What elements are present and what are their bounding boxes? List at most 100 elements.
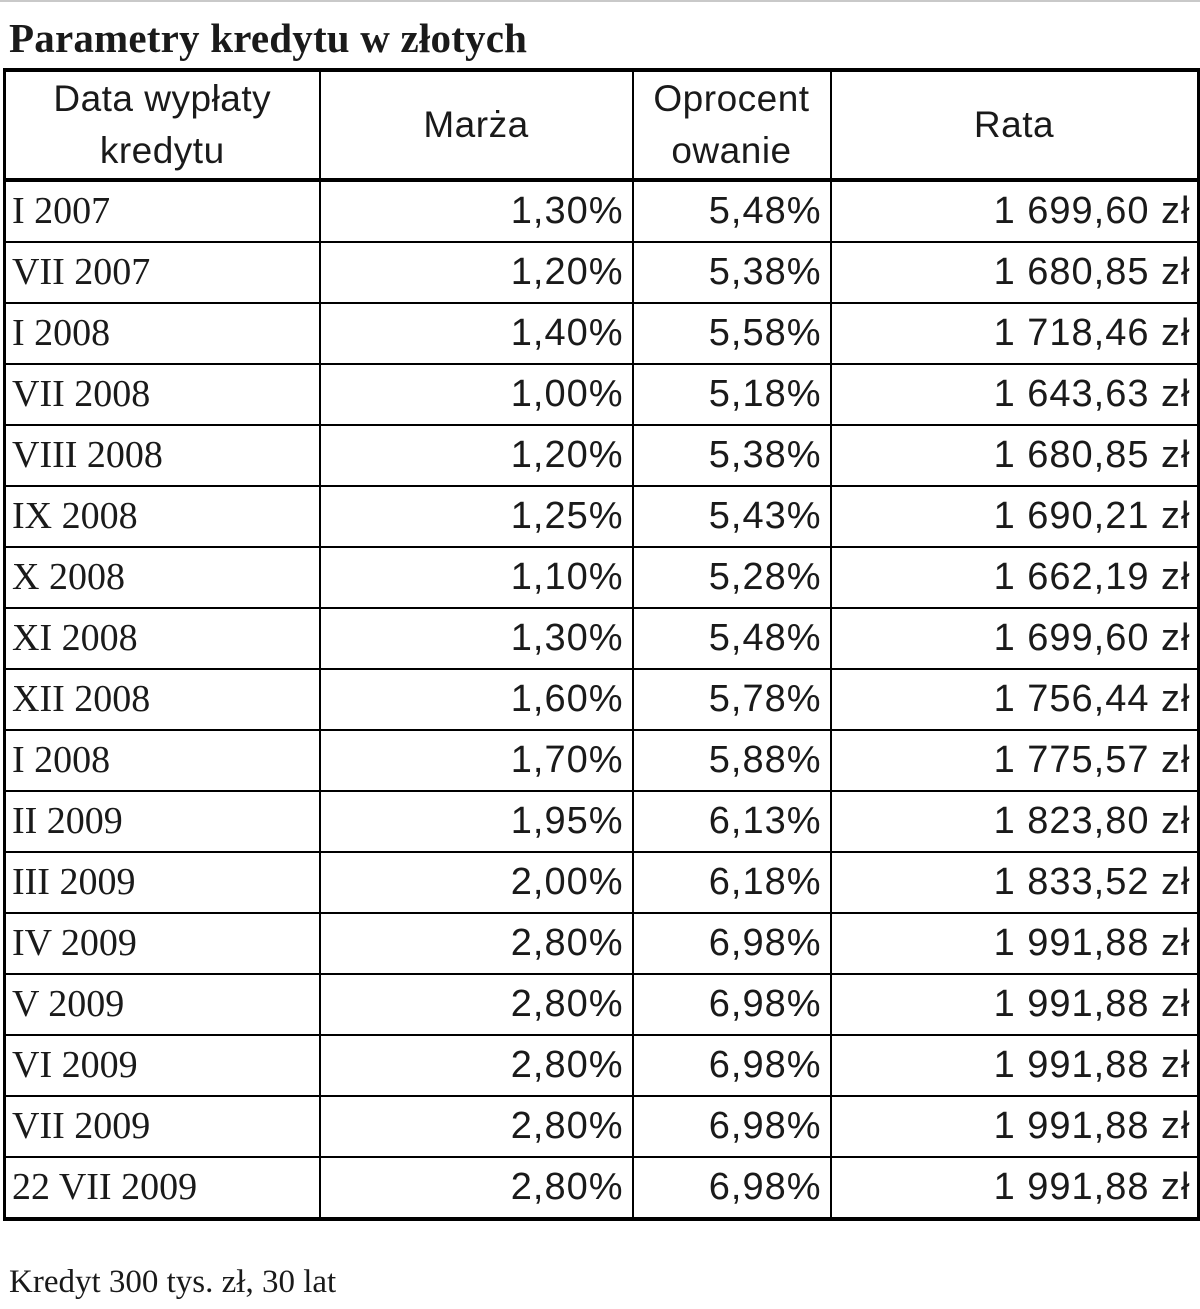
cell-margin: 2,80% xyxy=(318,1095,634,1158)
table-row: I 2008 1,40% 5,58% 1 718,46 zł xyxy=(3,302,1200,365)
header-interest-line2: owanie xyxy=(671,130,792,171)
header-installment: Rata xyxy=(829,68,1200,182)
table-row: V 2009 2,80% 6,98% 1 991,88 zł xyxy=(3,973,1200,1036)
cell-payout-date: VII 2009 xyxy=(3,1095,321,1158)
header-installment-label: Rata xyxy=(973,104,1055,145)
cell-installment: 1 690,21 zł xyxy=(829,485,1200,548)
table-row: IX 2008 1,25% 5,43% 1 690,21 zł xyxy=(3,485,1200,548)
cell-margin: 1,95% xyxy=(318,790,634,853)
footnote: Kredyt 300 tys. zł, 30 lat xyxy=(9,1264,337,1300)
table-row: 22 VII 2009 2,80% 6,98% 1 991,88 zł xyxy=(3,1156,1200,1221)
cell-installment: 1 699,60 zł xyxy=(829,179,1200,243)
cell-margin: 1,60% xyxy=(318,668,634,731)
cell-interest: 6,18% xyxy=(631,851,832,914)
cell-margin: 1,20% xyxy=(318,241,634,304)
cell-interest: 6,98% xyxy=(631,912,832,975)
cell-payout-date: VII 2007 xyxy=(3,241,321,304)
cell-margin: 2,80% xyxy=(318,1156,634,1221)
cell-installment: 1 991,88 zł xyxy=(829,1095,1200,1158)
header-interest: Oprocent owanie xyxy=(631,68,832,182)
cell-payout-date: 22 VII 2009 xyxy=(3,1156,321,1221)
cell-payout-date: X 2008 xyxy=(3,546,321,609)
cell-margin: 1,30% xyxy=(318,607,634,670)
cell-installment: 1 662,19 zł xyxy=(829,546,1200,609)
cell-margin: 1,10% xyxy=(318,546,634,609)
cell-interest: 5,58% xyxy=(631,302,832,365)
table-row: IV 2009 2,80% 6,98% 1 991,88 zł xyxy=(3,912,1200,975)
cell-margin: 1,25% xyxy=(318,485,634,548)
table-row: VIII 2008 1,20% 5,38% 1 680,85 zł xyxy=(3,424,1200,487)
cell-margin: 1,00% xyxy=(318,363,634,426)
table-row: X 2008 1,10% 5,28% 1 662,19 zł xyxy=(3,546,1200,609)
cell-margin: 1,20% xyxy=(318,424,634,487)
cell-interest: 5,18% xyxy=(631,363,832,426)
table-title: Parametry kredytu w złotych xyxy=(9,15,528,61)
cell-installment: 1 991,88 zł xyxy=(829,1156,1200,1221)
cell-interest: 5,88% xyxy=(631,729,832,792)
cell-installment: 1 991,88 zł xyxy=(829,973,1200,1036)
cell-margin: 1,70% xyxy=(318,729,634,792)
table-row: I 2007 1,30% 5,48% 1 699,60 zł xyxy=(3,179,1200,243)
cell-installment: 1 775,57 zł xyxy=(829,729,1200,792)
cell-payout-date: IV 2009 xyxy=(3,912,321,975)
cell-interest: 6,98% xyxy=(631,1034,832,1097)
header-payout-date-line1: Data wypłaty xyxy=(53,78,272,119)
cell-interest: 5,78% xyxy=(631,668,832,731)
header-payout-date: Data wypłaty kredytu xyxy=(3,68,321,182)
table-row: I 2008 1,70% 5,88% 1 775,57 zł xyxy=(3,729,1200,792)
header-row: Data wypłaty kredytu Marża Oprocent owan… xyxy=(3,68,1200,182)
cell-payout-date: VII 2008 xyxy=(3,363,321,426)
cell-interest: 5,38% xyxy=(631,424,832,487)
table-row: VII 2008 1,00% 5,18% 1 643,63 zł xyxy=(3,363,1200,426)
cell-interest: 6,98% xyxy=(631,1156,832,1221)
header-margin: Marża xyxy=(318,68,634,182)
cell-margin: 2,80% xyxy=(318,1034,634,1097)
cell-margin: 2,80% xyxy=(318,912,634,975)
cell-interest: 5,28% xyxy=(631,546,832,609)
cell-interest: 5,48% xyxy=(631,607,832,670)
cell-margin: 2,80% xyxy=(318,973,634,1036)
cell-installment: 1 991,88 zł xyxy=(829,1034,1200,1097)
cell-installment: 1 823,80 zł xyxy=(829,790,1200,853)
cell-margin: 1,40% xyxy=(318,302,634,365)
cell-margin: 2,00% xyxy=(318,851,634,914)
cell-payout-date: II 2009 xyxy=(3,790,321,853)
table-row: VI 2009 2,80% 6,98% 1 991,88 zł xyxy=(3,1034,1200,1097)
cell-installment: 1 699,60 zł xyxy=(829,607,1200,670)
table-row: XI 2008 1,30% 5,48% 1 699,60 zł xyxy=(3,607,1200,670)
cell-installment: 1 680,85 zł xyxy=(829,241,1200,304)
table-row: VII 2007 1,20% 5,38% 1 680,85 zł xyxy=(3,241,1200,304)
cell-margin: 1,30% xyxy=(318,179,634,243)
cell-payout-date: XI 2008 xyxy=(3,607,321,670)
cell-installment: 1 680,85 zł xyxy=(829,424,1200,487)
cell-installment: 1 833,52 zł xyxy=(829,851,1200,914)
table-header: Data wypłaty kredytu Marża Oprocent owan… xyxy=(3,68,1200,182)
cell-installment: 1 643,63 zł xyxy=(829,363,1200,426)
loan-parameters-table: Data wypłaty kredytu Marża Oprocent owan… xyxy=(3,68,1200,1221)
cell-installment: 1 756,44 zł xyxy=(829,668,1200,731)
cell-payout-date: I 2008 xyxy=(3,729,321,792)
table-body: I 2007 1,30% 5,48% 1 699,60 zł VII 2007 1,20%… xyxy=(3,179,1200,1221)
cell-interest: 6,13% xyxy=(631,790,832,853)
cell-payout-date: I 2007 xyxy=(3,179,321,243)
top-border-line xyxy=(0,0,1200,2)
cell-interest: 5,48% xyxy=(631,179,832,243)
cell-payout-date: VI 2009 xyxy=(3,1034,321,1097)
cell-payout-date: VIII 2008 xyxy=(3,424,321,487)
cell-interest: 6,98% xyxy=(631,973,832,1036)
cell-installment: 1 718,46 zł xyxy=(829,302,1200,365)
cell-interest: 5,38% xyxy=(631,241,832,304)
cell-interest: 6,98% xyxy=(631,1095,832,1158)
cell-payout-date: XII 2008 xyxy=(3,668,321,731)
table-row: II 2009 1,95% 6,13% 1 823,80 zł xyxy=(3,790,1200,853)
header-interest-line1: Oprocent xyxy=(653,78,810,119)
cell-payout-date: IX 2008 xyxy=(3,485,321,548)
table-row: XII 2008 1,60% 5,78% 1 756,44 zł xyxy=(3,668,1200,731)
cell-payout-date: V 2009 xyxy=(3,973,321,1036)
cell-interest: 5,43% xyxy=(631,485,832,548)
table-row: VII 2009 2,80% 6,98% 1 991,88 zł xyxy=(3,1095,1200,1158)
cell-payout-date: I 2008 xyxy=(3,302,321,365)
header-payout-date-line2: kredytu xyxy=(99,130,225,171)
cell-installment: 1 991,88 zł xyxy=(829,912,1200,975)
cell-payout-date: III 2009 xyxy=(3,851,321,914)
